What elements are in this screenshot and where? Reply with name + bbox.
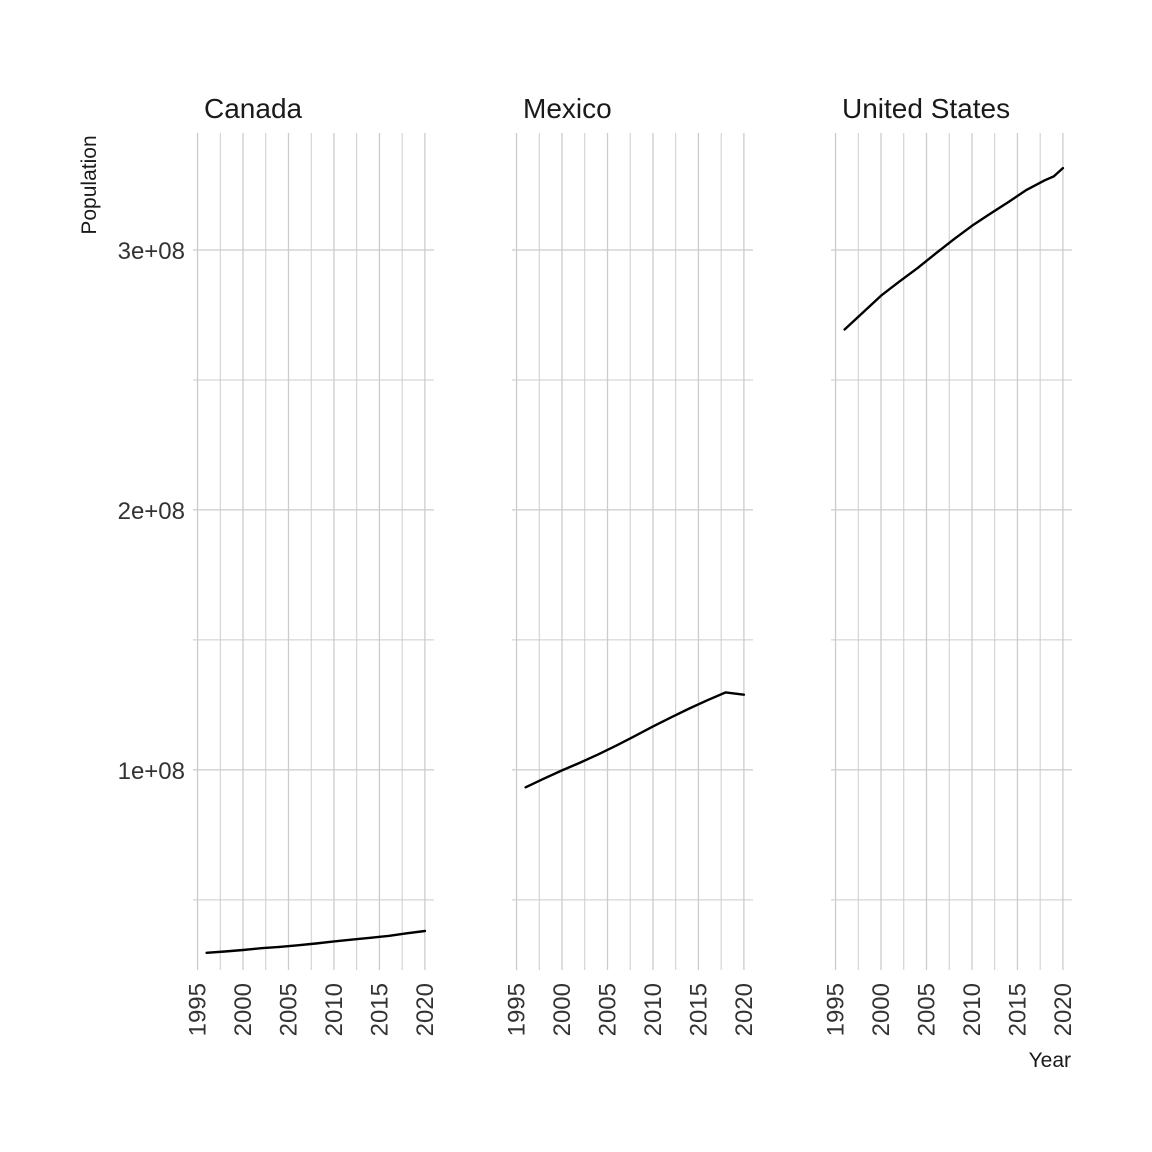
x-tick-label: 2010 [959, 983, 986, 1036]
series-line [205, 929, 427, 954]
x-tick-label: 2015 [685, 983, 712, 1036]
x-tick-label: 2005 [594, 983, 621, 1036]
x-tick-label: 2005 [275, 983, 302, 1036]
facet-panel: Canada 1995 2000 2005 2010 2015 2020 1e+08 2e+08… [118, 93, 439, 1036]
facet-panel: Mexico 1995 2000 2005 2010 2015 2020 [504, 93, 758, 1036]
x-tick-label: 1995 [504, 983, 531, 1036]
x-tick-label: 2010 [321, 983, 348, 1036]
x-tick-label: 1995 [185, 983, 212, 1036]
facet-panel: United States 1995 2000 2005 2010 2015 2020 [823, 93, 1077, 1036]
x-tick-label: 2020 [1050, 983, 1077, 1036]
facet-title: Mexico [523, 93, 612, 124]
x-tick-label: 2000 [868, 983, 895, 1036]
y-tick-label: 1e+08 [118, 758, 185, 785]
series-line [843, 166, 1065, 331]
x-tick-label: 2015 [366, 983, 393, 1036]
x-tick-label: 2000 [549, 983, 576, 1036]
y-tick-label: 3e+08 [118, 238, 185, 265]
x-tick-label: 2020 [412, 983, 439, 1036]
x-tick-label: 2010 [640, 983, 667, 1036]
x-tick-label: 2005 [913, 983, 940, 1036]
x-axis-title: Year [1029, 1049, 1071, 1072]
x-tick-label: 1995 [823, 983, 850, 1036]
x-tick-label: 2015 [1004, 983, 1031, 1036]
y-tick-label: 2e+08 [118, 498, 185, 525]
x-tick-label: 2000 [230, 983, 257, 1036]
x-tick-label: 2020 [731, 983, 758, 1036]
series-line [524, 691, 746, 789]
y-axis-title: Population [78, 135, 101, 234]
facet-panels: Canada 1995 2000 2005 2010 2015 2020 1e+08 2e+08… [118, 93, 1077, 1036]
facet-title: Canada [204, 93, 303, 124]
facet-title: United States [842, 93, 1010, 124]
